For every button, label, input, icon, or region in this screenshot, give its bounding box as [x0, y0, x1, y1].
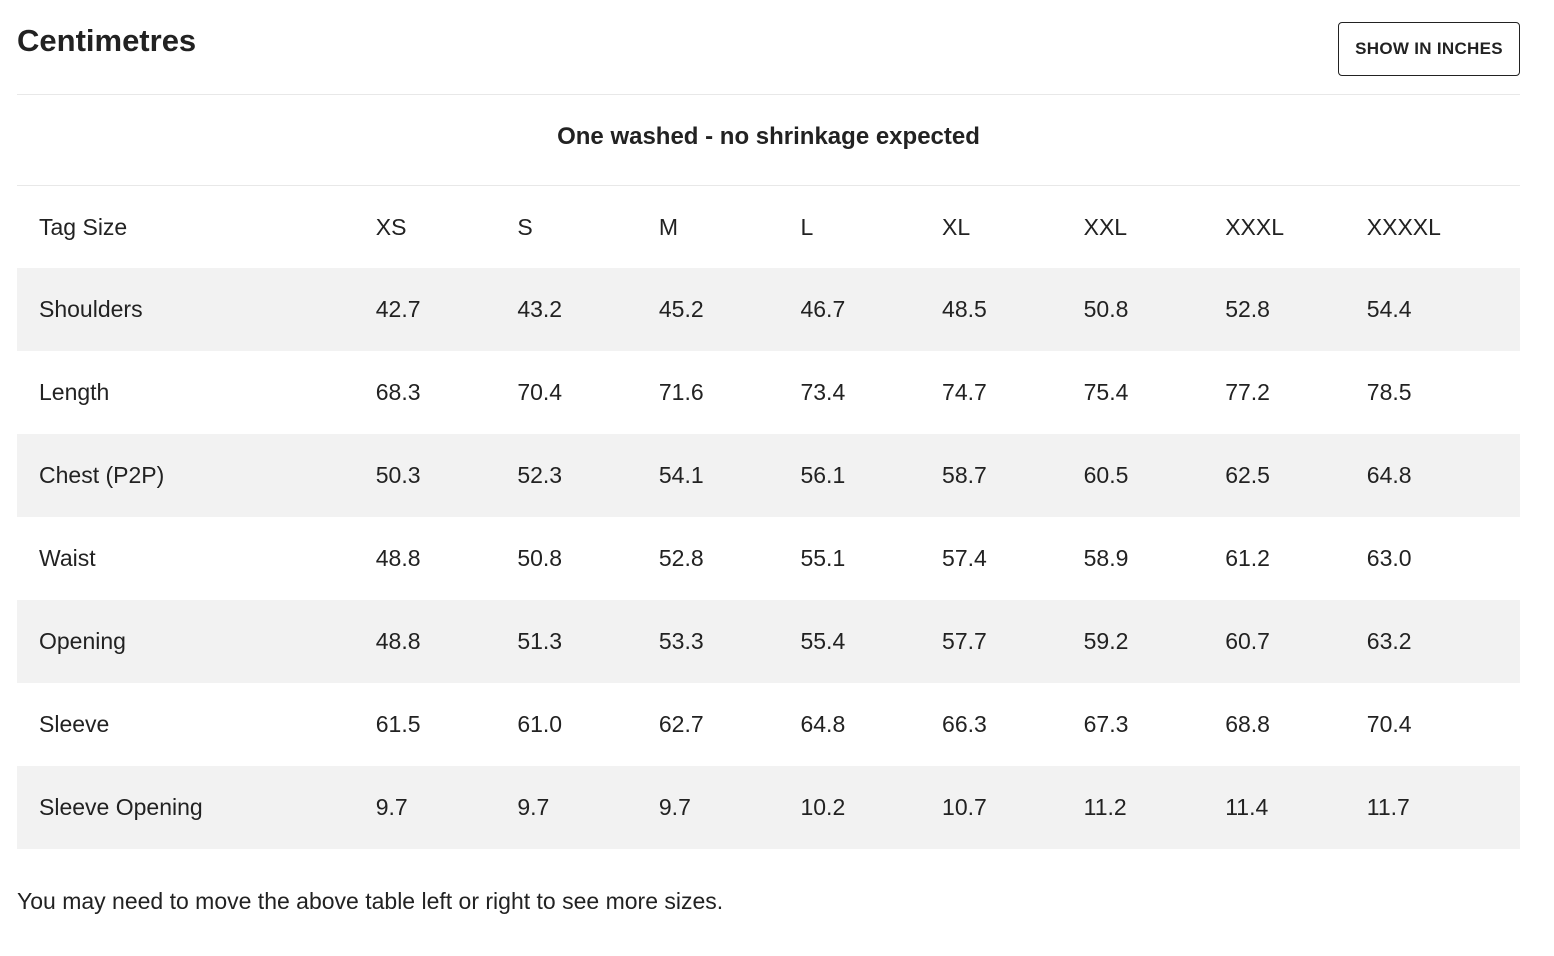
- table-cell: 48.8: [375, 545, 421, 571]
- table-cell: 70.4: [517, 379, 563, 405]
- size-header-xs: XS: [375, 213, 407, 240]
- table-row: Chest (P2P) 50.3 52.3 54.1 56.1 58.7 60.…: [17, 434, 1520, 517]
- table-cell: 57.7: [942, 628, 987, 654]
- table-row: Length 68.3 70.4 71.6 73.4 74.7 75.4 77.…: [17, 351, 1520, 434]
- size-table[interactable]: Tag Size XS S M L XL XXL XXXL XXXXL Shou…: [17, 186, 1520, 849]
- table-cell: 56.1: [800, 462, 846, 488]
- size-header-xxxl: XXXL: [1225, 213, 1285, 240]
- scroll-hint: You may need to move the above table lef…: [17, 888, 724, 914]
- table-cell: 63.0: [1366, 545, 1412, 571]
- table-row: Waist 48.8 50.8 52.8 55.1 57.4 58.9 61.2…: [17, 517, 1520, 600]
- size-header-xxl: XXL: [1083, 213, 1128, 240]
- table-cell: 9.7: [517, 794, 550, 820]
- table-header-row: Tag Size XS S M L XL XXL XXXL XXXXL: [17, 186, 1520, 268]
- table-cell: 50.3: [375, 462, 421, 488]
- table-cell: 46.7: [800, 296, 846, 322]
- table-cell: 9.7: [658, 794, 691, 820]
- table-cell: 64.8: [1366, 462, 1412, 488]
- size-header-s: S: [517, 213, 533, 240]
- table-cell: 61.5: [375, 711, 421, 737]
- row-label: Sleeve: [39, 711, 110, 737]
- row-label: Opening: [39, 628, 126, 654]
- tag-size-header: Tag Size: [39, 213, 128, 240]
- table-cell: 11.4: [1225, 794, 1269, 820]
- table-cell: 74.7: [942, 379, 987, 405]
- table-cell: 63.2: [1366, 628, 1412, 654]
- size-chart: Centimetres SHOW IN INCHES One washed - …: [17, 0, 1520, 914]
- table-cell: 78.5: [1366, 379, 1412, 405]
- table-cell: 43.2: [517, 296, 563, 322]
- row-label: Sleeve Opening: [39, 794, 203, 820]
- table-cell: 54.1: [658, 462, 704, 488]
- table-cell: 48.5: [942, 296, 987, 322]
- table-cell: 10.2: [800, 794, 846, 820]
- table-cell: 62.5: [1225, 462, 1270, 488]
- table-cell: 9.7: [375, 794, 408, 820]
- table-cell: 42.7: [375, 296, 421, 322]
- table-cell: 51.3: [517, 628, 563, 654]
- table-cell: 10.7: [942, 794, 987, 820]
- table-cell: 58.7: [942, 462, 987, 488]
- show-in-inches-button[interactable]: SHOW IN INCHES: [1338, 22, 1520, 76]
- table-cell: 58.9: [1083, 545, 1129, 571]
- row-label: Chest (P2P): [39, 462, 165, 488]
- table-cell: 53.3: [658, 628, 704, 654]
- table-cell: 11.2: [1083, 794, 1127, 820]
- row-label: Waist: [39, 545, 96, 571]
- table-row: Sleeve 61.5 61.0 62.7 64.8 66.3 67.3 68.…: [17, 683, 1520, 766]
- table-cell: 75.4: [1083, 379, 1129, 405]
- table-cell: 57.4: [942, 545, 987, 571]
- row-label: Shoulders: [39, 296, 143, 322]
- table-cell: 50.8: [1083, 296, 1129, 322]
- size-header-m: M: [658, 213, 679, 240]
- table-cell: 70.4: [1366, 711, 1412, 737]
- table-cell: 73.4: [800, 379, 846, 405]
- unit-title: Centimetres: [17, 23, 197, 58]
- table-cell: 68.3: [375, 379, 421, 405]
- wash-note: One washed - no shrinkage expected: [17, 95, 1520, 186]
- table-cell: 71.6: [658, 379, 704, 405]
- table-cell: 68.8: [1225, 711, 1270, 737]
- table-cell: 66.3: [942, 711, 987, 737]
- table-cell: 45.2: [658, 296, 704, 322]
- table-row: Opening 48.8 51.3 53.3 55.4 57.7 59.2 60…: [17, 600, 1520, 683]
- table-cell: 67.3: [1083, 711, 1129, 737]
- size-header-xxxxl: XXXXL: [1366, 213, 1441, 240]
- table-cell: 60.7: [1225, 628, 1270, 654]
- table-cell: 77.2: [1225, 379, 1270, 405]
- size-header-l: L: [800, 213, 814, 240]
- table-cell: 50.8: [517, 545, 563, 571]
- table-cell: 11.7: [1366, 794, 1410, 820]
- table-row: Sleeve Opening 9.7 9.7 9.7 10.2 10.7 11.…: [17, 766, 1520, 849]
- size-header-xl: XL: [942, 213, 971, 240]
- table-cell: 62.7: [658, 711, 704, 737]
- table-cell: 60.5: [1083, 462, 1129, 488]
- row-label: Length: [39, 379, 110, 405]
- table-row: Shoulders 42.7 43.2 45.2 46.7 48.5 50.8 …: [17, 268, 1520, 351]
- table-cell: 59.2: [1083, 628, 1129, 654]
- table-cell: 55.1: [800, 545, 846, 571]
- size-chart-header: Centimetres SHOW IN INCHES: [17, 0, 1520, 95]
- table-cell: 52.8: [658, 545, 704, 571]
- table-cell: 52.8: [1225, 296, 1270, 322]
- table-cell: 55.4: [800, 628, 846, 654]
- table-cell: 48.8: [375, 628, 421, 654]
- table-cell: 61.2: [1225, 545, 1270, 571]
- table-cell: 61.0: [517, 711, 563, 737]
- table-cell: 64.8: [800, 711, 846, 737]
- table-cell: 54.4: [1366, 296, 1412, 322]
- table-cell: 52.3: [517, 462, 563, 488]
